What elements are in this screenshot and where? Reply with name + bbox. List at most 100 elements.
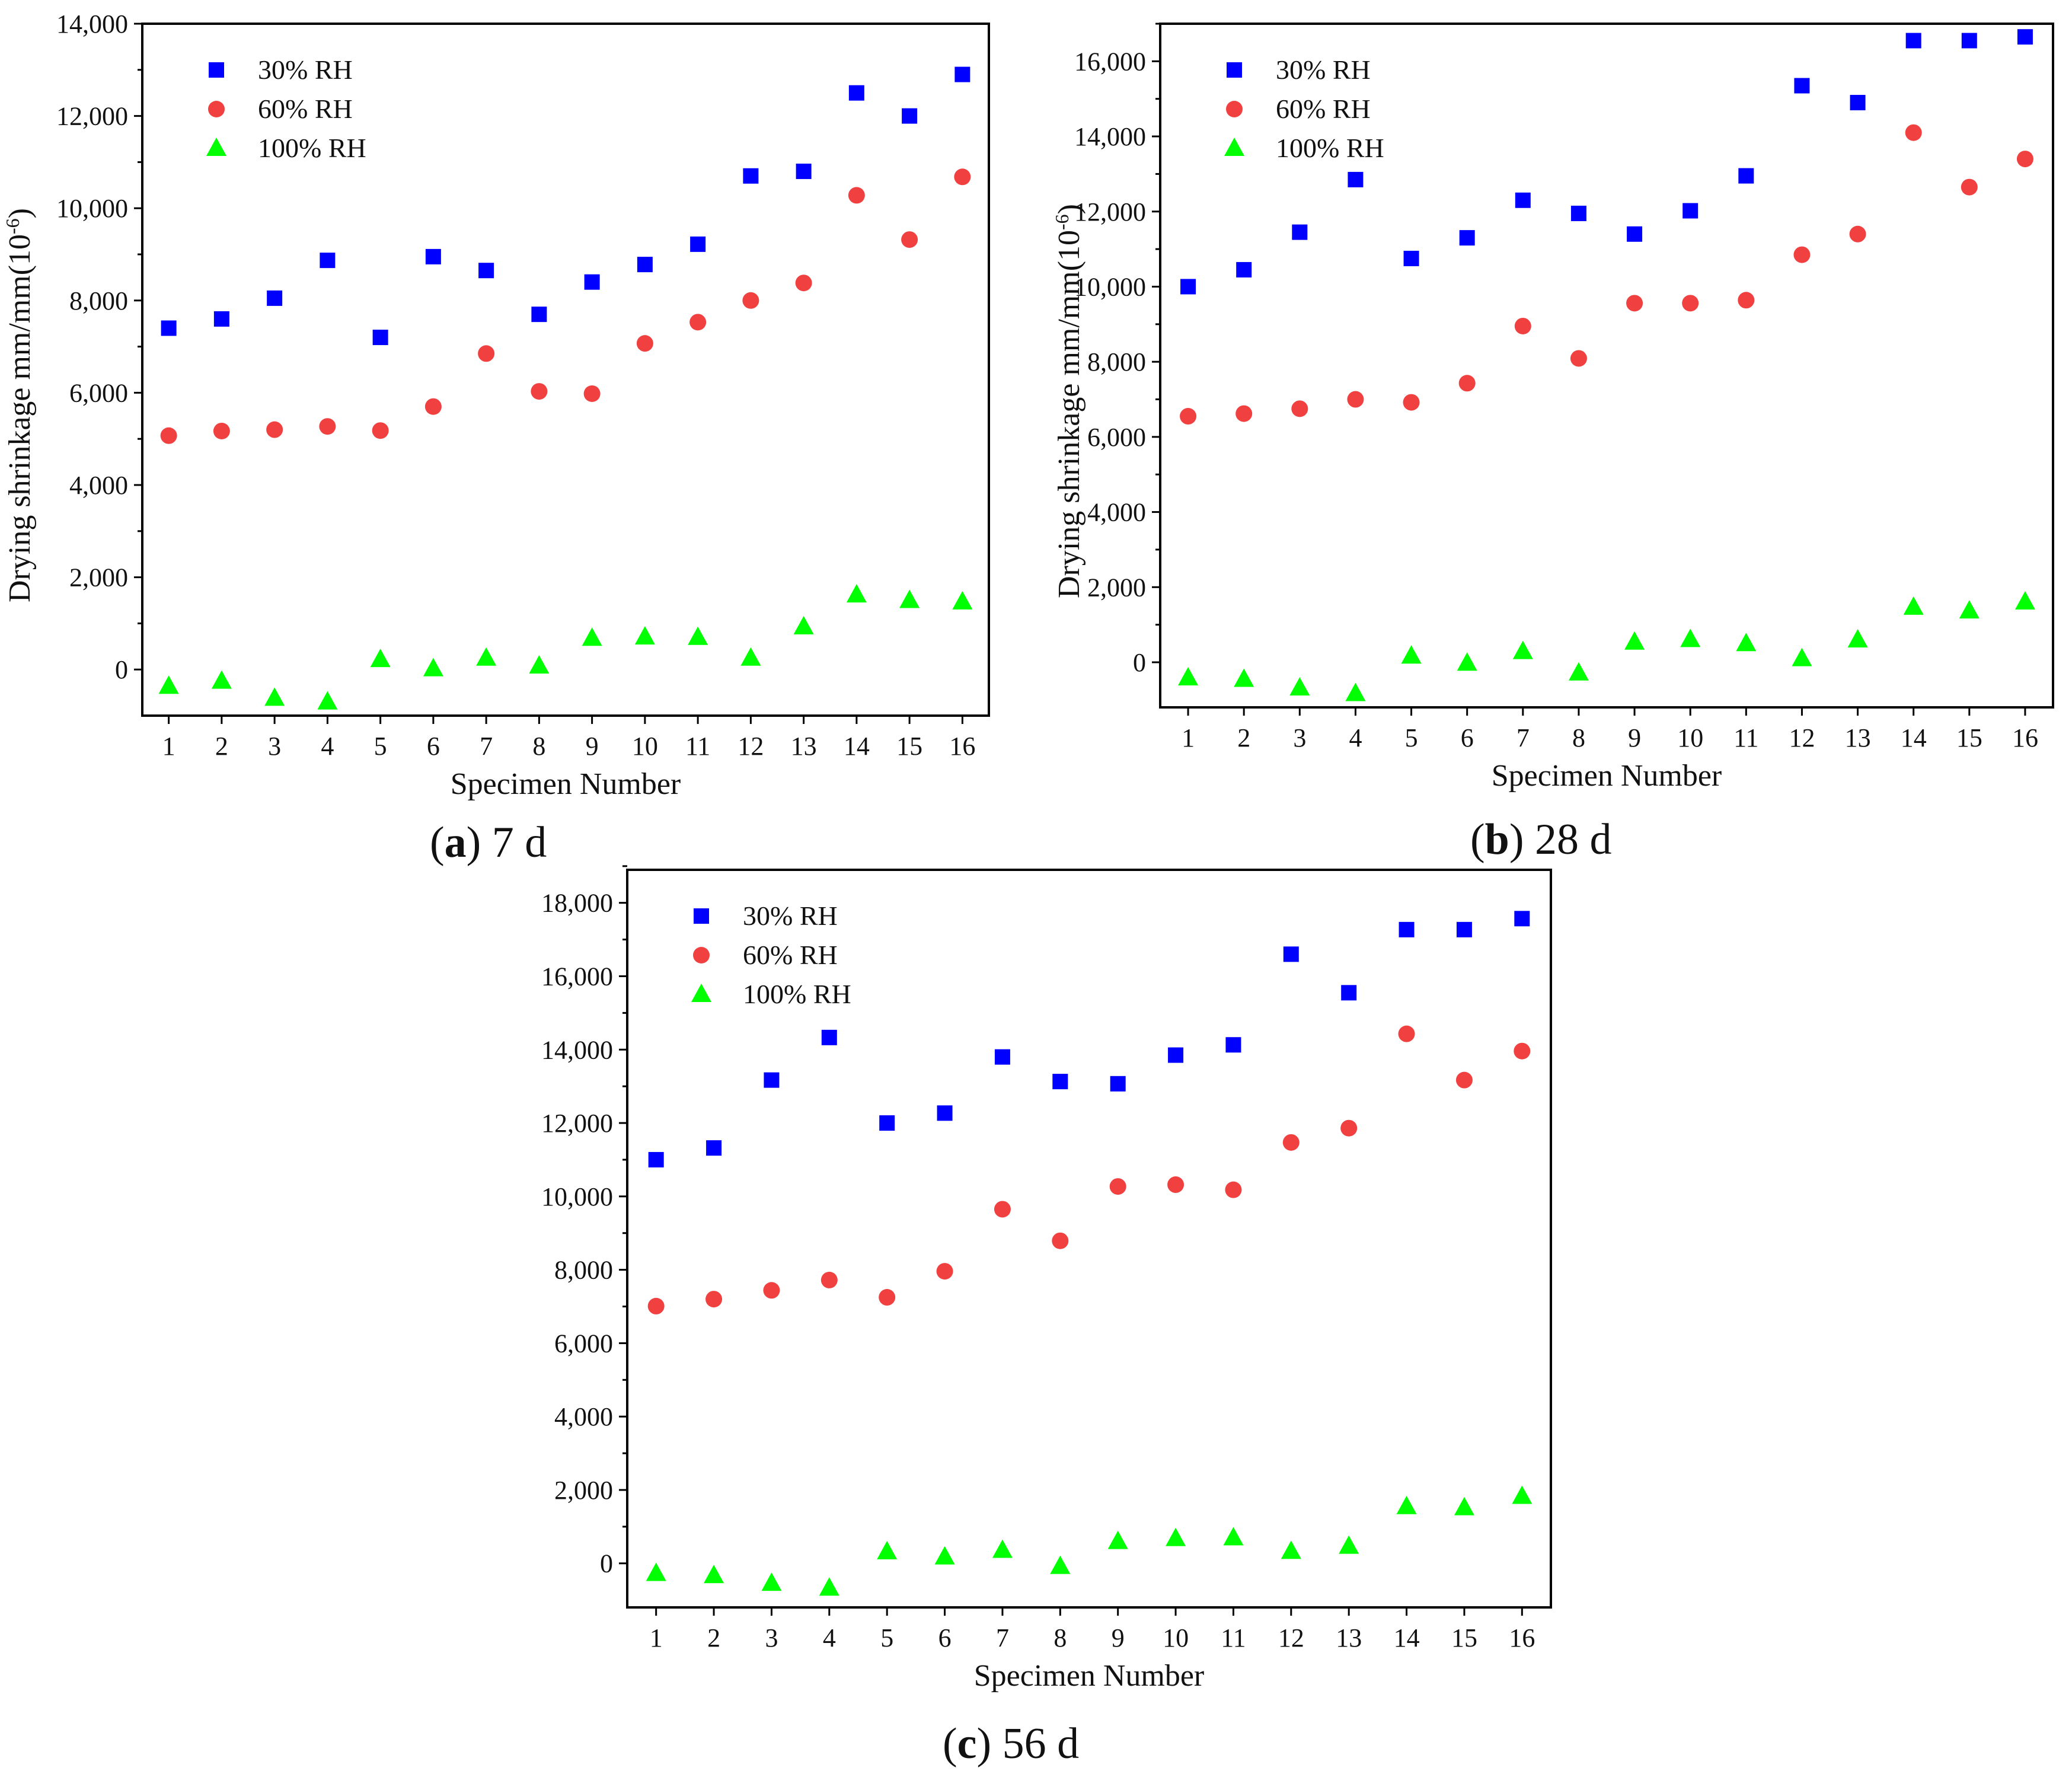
data-point (899, 589, 920, 608)
data-point (761, 1572, 782, 1591)
x-tick-label: 2 (1237, 723, 1250, 752)
chart-panel-c: 0 2,000 4,000 6,000 8,000 10,000 12,000 14,000 1… (541, 865, 1552, 1768)
data-point (1905, 124, 1922, 141)
data-point (476, 647, 497, 666)
data-point (1396, 1495, 1417, 1514)
y-axis-label-close: ) (1052, 204, 1086, 214)
data-point (793, 615, 814, 634)
data-point (1905, 33, 1921, 49)
plot-frame (1159, 23, 2054, 709)
data-point (158, 675, 179, 694)
data-point (1738, 168, 1754, 184)
data-point (1514, 1042, 1531, 1060)
x-tick-label: 16 (2012, 723, 2038, 752)
data-point (954, 168, 971, 186)
data-point (646, 1562, 666, 1581)
data-point (846, 584, 867, 603)
data-point (478, 345, 495, 362)
data-point (1168, 1047, 1184, 1063)
x-tick-label: 10 (1677, 723, 1703, 752)
data-point (1339, 1535, 1359, 1554)
data-point (1512, 1485, 1533, 1504)
data-point (1050, 1555, 1071, 1574)
data-point (1291, 400, 1308, 417)
data-point (1109, 1178, 1126, 1195)
data-point (1289, 677, 1310, 696)
panel-caption: (c) 56 d (943, 1719, 1079, 1768)
data-point (1282, 1134, 1300, 1151)
data-point (161, 320, 177, 336)
data-point (1052, 1074, 1068, 1090)
data-point (160, 427, 177, 444)
y-tick-label: 14,000 (56, 9, 128, 39)
data-point (2016, 151, 2033, 168)
data-point (688, 626, 708, 645)
data-point (1283, 946, 1299, 962)
data-point (1340, 1119, 1358, 1137)
y-tick-label: 0 (115, 655, 128, 684)
caption-rest: ) 7 d (467, 818, 547, 867)
data-point (1794, 78, 1810, 94)
x-tick-label: 11 (685, 732, 710, 761)
y-tick-label: 18,000 (541, 889, 613, 918)
series-30-rh (648, 911, 1530, 1167)
panel-caption: (b) 28 d (1470, 815, 1611, 864)
x-tick-label: 5 (880, 1623, 893, 1652)
x-tick-label: 14 (1901, 723, 1927, 752)
data-point (952, 591, 973, 610)
legend-marker-triangle (691, 984, 711, 1002)
y-tick-label: 8,000 (69, 286, 128, 315)
x-axis-label: Specimen Number (974, 1659, 1204, 1693)
x-tick-label: 9 (1628, 723, 1641, 752)
x-tick-label: 1 (1182, 723, 1195, 752)
data-point (936, 1263, 953, 1280)
x-tick-label: 13 (791, 732, 817, 761)
legend-label: 60% RH (743, 940, 838, 970)
data-point (743, 168, 759, 184)
data-point (317, 691, 338, 710)
x-tick-label: 7 (1517, 723, 1530, 752)
series-100-rh (646, 1485, 1533, 1596)
data-point (1348, 171, 1364, 187)
legend-marker-triangle (1224, 138, 1244, 156)
data-point (634, 626, 655, 644)
data-point (1235, 405, 1253, 422)
data-point (992, 1539, 1013, 1558)
data-point (1457, 652, 1477, 671)
caption-open: ( (943, 1719, 957, 1768)
data-point (1180, 408, 1197, 425)
data-point (264, 687, 285, 706)
x-tick-label: 15 (896, 732, 922, 761)
x-tick-label: 16 (949, 732, 975, 761)
legend-label: 100% RH (1276, 133, 1384, 163)
y-axis-label-main: Drying shrinkage mm/mm(10 (1052, 230, 1086, 598)
data-point (1459, 230, 1475, 246)
data-point (1456, 921, 1472, 937)
data-point (370, 649, 391, 668)
caption-letter: c (957, 1719, 977, 1768)
y-tick-label: 2,000 (554, 1476, 613, 1505)
series-100-rh (158, 584, 973, 710)
legend-label: 100% RH (743, 979, 851, 1009)
x-tick-label: 15 (1956, 723, 1982, 752)
data-point (705, 1291, 723, 1308)
y-tick-label: 8,000 (1087, 347, 1146, 377)
x-tick-label: 7 (996, 1623, 1009, 1652)
data-point (704, 1565, 724, 1584)
data-point (1626, 295, 1643, 312)
data-point (1455, 1071, 1473, 1089)
plot-frame (626, 869, 1552, 1609)
x-tick-label: 5 (1405, 723, 1418, 752)
caption-letter: a (445, 818, 467, 867)
x-tick-label: 12 (1789, 723, 1815, 752)
y-axis-label-close: ) (3, 208, 37, 218)
data-point (529, 655, 550, 674)
data-point (1792, 647, 1812, 666)
data-point (1961, 33, 1977, 49)
data-point (1680, 628, 1701, 647)
series-60-rh (647, 1025, 1531, 1314)
data-point (706, 1140, 722, 1156)
data-point (1568, 662, 1589, 681)
data-point (1515, 192, 1531, 208)
data-point (1849, 225, 1866, 243)
